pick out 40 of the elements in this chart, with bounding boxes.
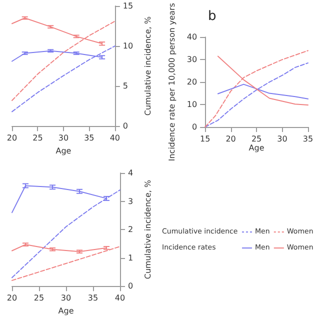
y-tick-label: 20 — [186, 78, 198, 87]
y2-tick-label: 3 — [128, 196, 134, 206]
x-tick-label: 20 — [226, 134, 236, 144]
y2-axis-title: Cumulative incidence, % — [144, 16, 152, 116]
y2-tick-label: 2 — [128, 225, 134, 234]
x-tick-label: 25 — [251, 134, 262, 144]
y2-tick-label: 0 — [128, 282, 134, 291]
x-tick-label: 25 — [34, 294, 44, 303]
x-tick-label: 15 — [200, 134, 210, 144]
y2-tick-label: 4 — [128, 168, 134, 178]
y2-tick-label: 1 — [128, 253, 134, 262]
x-tick-label: 35 — [88, 294, 98, 303]
y2-tick-label: 5 — [122, 82, 128, 91]
y2-tick-label: 0 — [122, 122, 128, 131]
y-axis-title: Incidence rate per 10,000 person years — [168, 3, 176, 162]
x-tick-label: 30 — [60, 294, 72, 303]
line-series — [12, 20, 116, 101]
y-tick-label: 30 — [186, 55, 198, 64]
x-axis-title: Age — [58, 306, 74, 316]
x-tick-label: 40 — [114, 294, 126, 303]
y-tick-label: 0 — [192, 122, 198, 132]
x-tick-label: 20 — [6, 134, 18, 143]
y2-axis-title: Cumulative incidence, % — [143, 180, 152, 280]
y2-tick-label: 15 — [122, 2, 134, 10]
x-tick-label: 35 — [84, 134, 94, 143]
line-series — [12, 246, 120, 281]
x-tick-label: 30 — [277, 134, 288, 144]
y2-tick-label: 10 — [122, 42, 134, 51]
x-tick-label: 30 — [58, 134, 69, 143]
x-axis-title: Age — [248, 143, 264, 152]
x-axis-title: Age — [56, 146, 72, 156]
x-tick-label: 25 — [32, 134, 43, 143]
x-tick-label: 20 — [6, 294, 18, 303]
text: b — [208, 9, 216, 24]
y-tick-label: 10 — [186, 100, 198, 110]
line-series — [12, 189, 120, 278]
x-tick-label: 40 — [110, 134, 120, 143]
line-series — [12, 46, 116, 112]
x-tick-label: 35 — [302, 134, 314, 144]
y-tick-label: 40 — [186, 32, 198, 42]
